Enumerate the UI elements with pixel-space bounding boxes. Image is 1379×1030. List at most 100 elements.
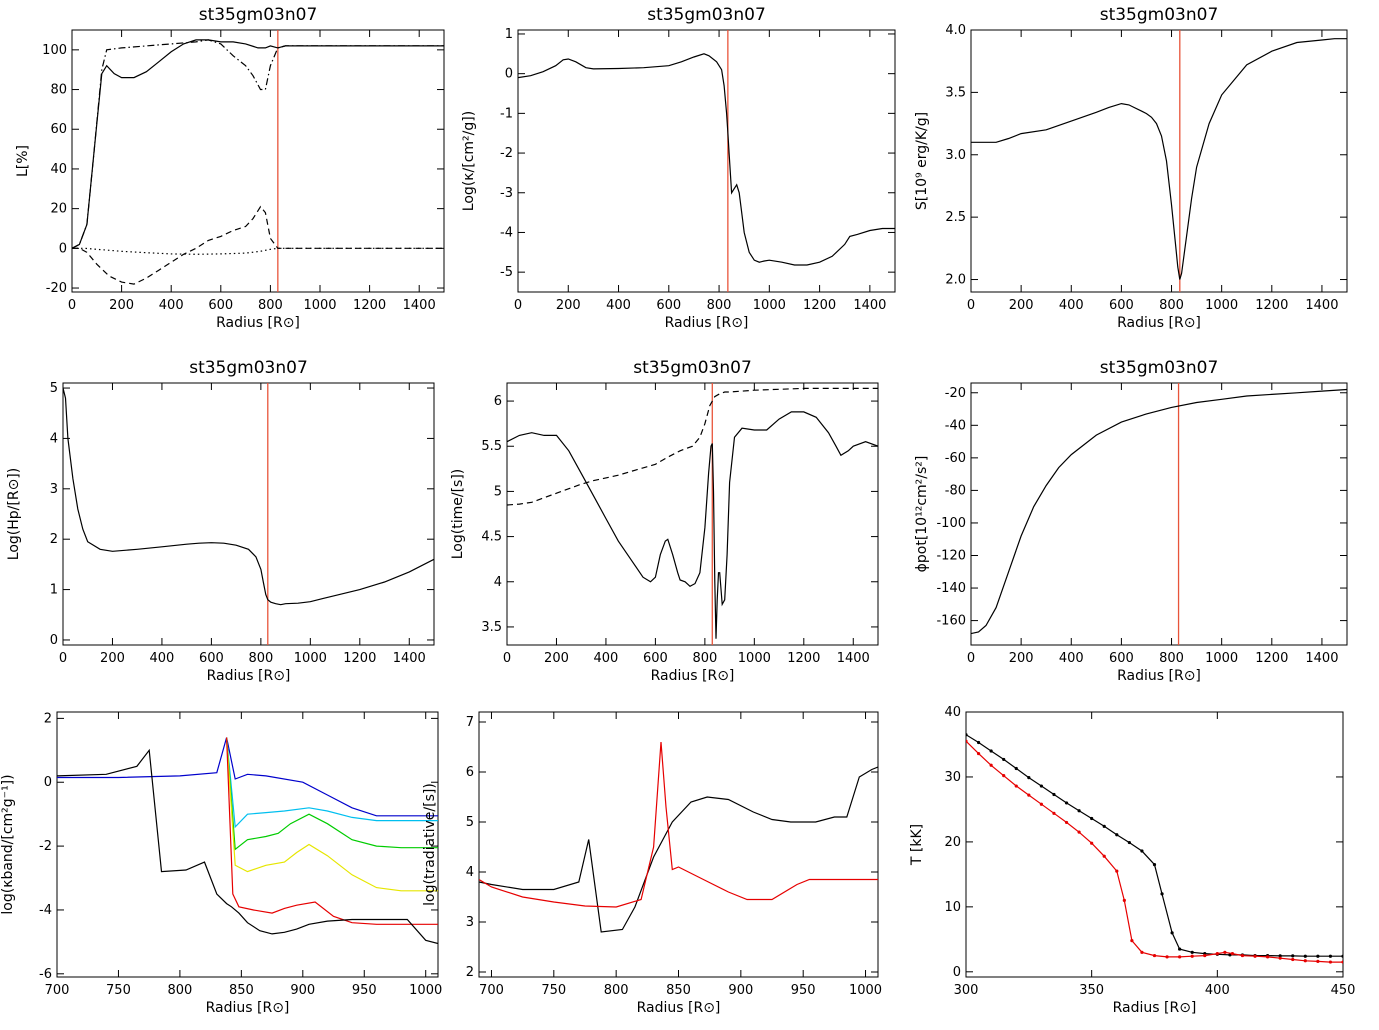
x-tick-label: 0 <box>967 651 975 666</box>
x-tick-label: 0 <box>514 298 522 313</box>
y-tick-label: 4.5 <box>481 530 502 545</box>
series-line-1 <box>57 737 438 817</box>
series-line-2 <box>966 740 1343 963</box>
data-point <box>1303 954 1307 958</box>
x-tick-label: 1400 <box>393 651 426 666</box>
x-tick-label: 1000 <box>738 651 771 666</box>
data-point <box>1266 955 1270 959</box>
x-tick-label: 700 <box>479 983 504 998</box>
x-tick-label: 0 <box>59 651 67 666</box>
y-tick-label: -2 <box>500 146 513 161</box>
y-tick-label: -5 <box>500 265 513 280</box>
data-point <box>1002 774 1006 778</box>
data-point <box>1190 950 1194 954</box>
y-tick-label: 2 <box>50 532 58 547</box>
y-axis-label: Log(Hp/[R⊙]) <box>6 468 22 560</box>
series-line-1 <box>507 411 878 639</box>
series-line-1 <box>63 387 434 606</box>
y-tick-label: 1 <box>505 27 513 42</box>
x-tick-label: 1000 <box>1205 298 1238 313</box>
x-axis-label: Radius [R⊙] <box>206 1000 290 1016</box>
data-point <box>1160 892 1164 896</box>
y-tick-label: 3 <box>466 915 474 930</box>
data-point <box>1090 841 1094 845</box>
x-tick-label: 1400 <box>403 298 436 313</box>
x-tick-label: 750 <box>541 983 566 998</box>
series-line-1 <box>966 734 1343 957</box>
data-point <box>1341 960 1343 964</box>
x-tick-label: 900 <box>290 983 315 998</box>
data-point <box>1140 849 1144 853</box>
x-tick-label: 400 <box>150 651 175 666</box>
chart-title: st35gm03n07 <box>647 5 766 25</box>
y-tick-label: 0 <box>50 633 58 648</box>
x-tick-label: 600 <box>208 298 233 313</box>
data-point <box>1090 816 1094 821</box>
x-tick-label: 200 <box>544 651 569 666</box>
data-point <box>1122 898 1126 902</box>
data-point <box>1316 954 1320 958</box>
x-tick-label: 800 <box>604 983 629 998</box>
x-tick-label: 800 <box>1159 651 1184 666</box>
data-point <box>1223 950 1227 954</box>
data-point <box>1115 833 1119 837</box>
x-tick-label: 1200 <box>787 651 820 666</box>
series-line-4 <box>72 247 444 255</box>
chart-panel-1: 0 200 400 600 800 1000 1200 1400-20020406080100… <box>15 5 445 331</box>
x-tick-label: 400 <box>159 298 184 313</box>
x-tick-label: 1200 <box>353 298 386 313</box>
x-tick-label: 0 <box>68 298 76 313</box>
x-tick-label: 300 <box>954 983 979 998</box>
data-point <box>1152 863 1157 867</box>
data-point <box>1316 959 1320 964</box>
data-point <box>1291 954 1295 958</box>
plot-frame <box>62 382 435 646</box>
x-tick-label: 850 <box>229 983 254 998</box>
y-tick-label: 3.5 <box>945 85 966 100</box>
y-axis-label: log(κband/[cm²g⁻¹]) <box>0 774 16 914</box>
y-tick-label: 30 <box>944 770 961 785</box>
data-point <box>1052 811 1056 815</box>
x-tick-label: 1000 <box>409 983 442 998</box>
chart-panel-5: 0 200 400 600 800 1000 1200 1400 3.5 4 4.5 5 5.5 6 st3… <box>450 358 879 684</box>
x-tick-label: 600 <box>1109 298 1134 313</box>
x-tick-label: 800 <box>692 651 717 666</box>
plot-frame <box>506 382 879 646</box>
y-tick-label: 40 <box>50 162 67 177</box>
y-tick-label: 6 <box>494 394 502 409</box>
data-point <box>1291 957 1295 962</box>
data-point <box>1278 956 1282 960</box>
y-tick-label: 40 <box>944 705 961 720</box>
series-line-2 <box>226 737 438 829</box>
chart-panel-6: 0 200 400 600 800 1000 1200 1400 -160 -140 -120 -10… <box>914 358 1348 684</box>
data-point <box>1341 954 1343 958</box>
series-line-2 <box>507 387 878 506</box>
y-tick-label: 5 <box>50 381 58 396</box>
y-tick-label: 60 <box>50 122 67 137</box>
y-axis-label: T [kK] <box>909 824 925 866</box>
x-tick-label: 1400 <box>1305 651 1338 666</box>
x-tick-label: 900 <box>728 983 753 998</box>
y-axis-label: Log(time/[s]) <box>450 469 466 560</box>
y-tick-label: 6 <box>466 765 474 780</box>
y-tick-label: -2 <box>39 839 52 854</box>
y-tick-label: 3.0 <box>945 148 966 163</box>
y-tick-label: 2.5 <box>945 210 966 225</box>
chart-panel-7: 700 750 800 850 900 950 1000 -6 -4 -2 0 2 Radius [R⊙… <box>0 711 442 1016</box>
data-point <box>1039 784 1043 788</box>
data-point <box>1127 840 1131 845</box>
y-axis-label: L[%] <box>15 145 31 177</box>
data-point <box>1130 939 1134 943</box>
data-point <box>1165 955 1169 959</box>
x-tick-label: 1400 <box>853 298 886 313</box>
data-point <box>1102 854 1106 858</box>
data-point <box>1203 953 1207 958</box>
series-line-2 <box>72 39 444 249</box>
x-tick-label: 800 <box>258 298 283 313</box>
x-tick-label: 200 <box>556 298 581 313</box>
x-tick-label: 1000 <box>294 651 327 666</box>
y-tick-label: 4 <box>50 431 58 446</box>
x-tick-label: 450 <box>1331 983 1356 998</box>
y-tick-label: 5 <box>466 815 474 830</box>
